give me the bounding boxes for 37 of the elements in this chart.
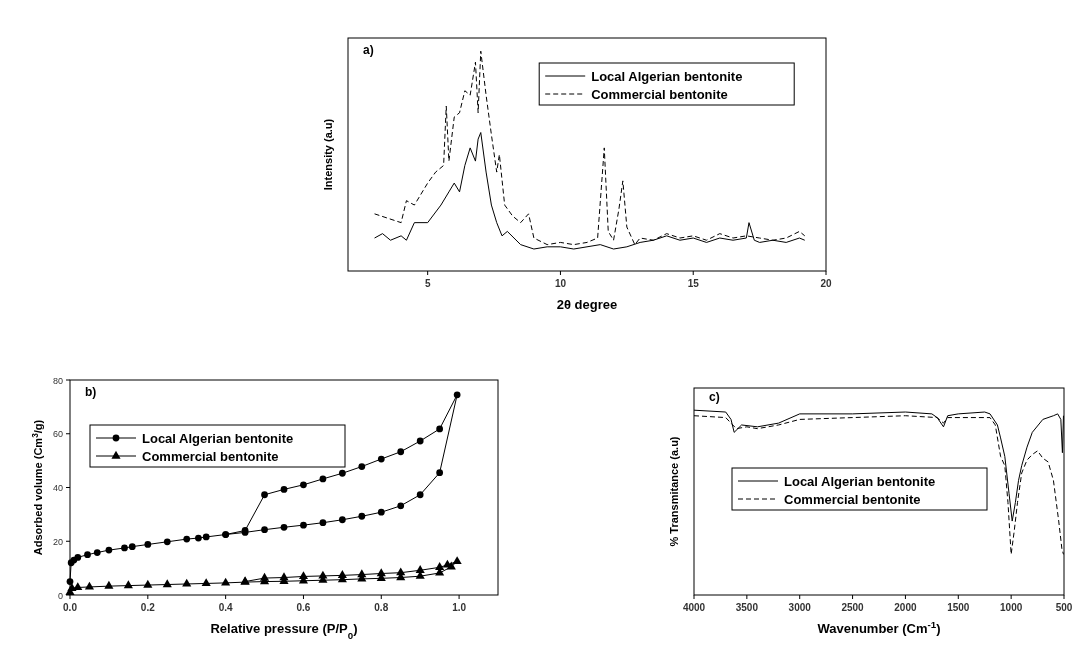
legend-label: Commercial bentonite — [591, 87, 728, 102]
x-tick-label: 500 — [1055, 602, 1073, 613]
x-axis-title: Relative pressure (P/P$_{0}$) — [210, 621, 358, 641]
y-tick-label: 20 — [52, 536, 63, 547]
y-tick-label: 40 — [52, 483, 63, 493]
x-tick-label: 4000 — [682, 602, 706, 613]
x-tick-label: 20 — [820, 278, 832, 289]
x-tick-label: 0.0 — [63, 602, 78, 613]
x-tick-label: 10 — [554, 278, 567, 289]
y-axis-title: Intensity (a.u) — [322, 118, 334, 191]
x-tick-label: 0.2 — [140, 602, 156, 613]
x-tick-label: 5 — [424, 278, 431, 289]
legend-label: Commercial bentonite — [784, 492, 921, 507]
x-tick-label: 1.0 — [452, 602, 467, 613]
legend-label: Local Algerian bentonite — [142, 431, 294, 446]
x-axis-title: Wavenumber (Cm$^{-1}$) — [817, 618, 941, 636]
x-tick-label: 1500 — [947, 602, 970, 613]
legend-label: Local Algerian bentonite — [784, 474, 936, 489]
annotation: a) — [363, 43, 374, 57]
x-tick-label: 3000 — [788, 602, 812, 613]
x-tick-label: 3500 — [735, 602, 759, 613]
x-tick-label: 15 — [687, 278, 700, 289]
y-tick-label: 0 — [57, 590, 63, 601]
x-tick-label: 0.4 — [218, 602, 234, 613]
x-axis-title: 2θ degree — [556, 297, 618, 312]
y-axis-title: % Transmitance (a.u) — [668, 436, 680, 547]
x-tick-label: 1000 — [1000, 602, 1023, 613]
legend-label: Commercial bentonite — [142, 449, 279, 464]
legend-label: Local Algerian bentonite — [591, 69, 743, 84]
y-tick-label: 80 — [52, 375, 63, 386]
annotation: b) — [85, 385, 97, 399]
x-tick-label: 2000 — [894, 602, 917, 613]
x-tick-label: 0.6 — [296, 602, 311, 613]
text: c) — [709, 390, 720, 404]
x-tick-label: 2500 — [841, 602, 865, 613]
x-tick-label: 0.8 — [374, 602, 389, 613]
y-tick-label: 60 — [52, 429, 63, 440]
